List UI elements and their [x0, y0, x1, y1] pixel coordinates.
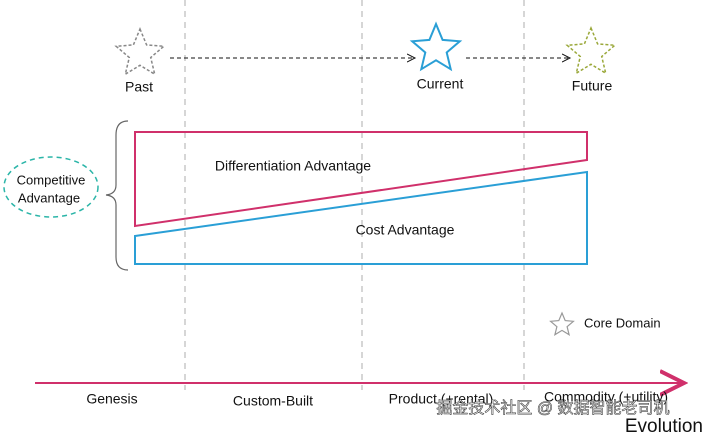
- phase-label: Product (+rental): [389, 391, 494, 407]
- star-future: [565, 26, 617, 75]
- callout-text: Competitive: [17, 172, 86, 187]
- area-label: Differentiation Advantage: [215, 158, 371, 174]
- callout-text: Advantage: [18, 190, 80, 205]
- phase-label: Genesis: [86, 391, 137, 407]
- star-current: [409, 21, 463, 72]
- axis-label: Evolution: [625, 416, 703, 435]
- watermark: 掘金技术社区 @ 数据智能老司机: [436, 399, 669, 417]
- differentiation-area: [134, 131, 588, 228]
- star-past: [114, 27, 166, 76]
- brace: [105, 120, 129, 271]
- legend-label: Core Domain: [584, 315, 661, 330]
- stage-label: Current: [417, 76, 464, 92]
- phase-label: Custom-Built: [233, 393, 313, 409]
- callout: [3, 156, 99, 218]
- phase-label: Commodity (+utility): [544, 389, 668, 405]
- star-legend: [549, 311, 575, 336]
- area-label: Cost Advantage: [356, 222, 455, 238]
- stage-label: Past: [125, 79, 153, 95]
- phase-dividers: [184, 0, 525, 390]
- cost-area: [134, 170, 588, 265]
- stage-label: Future: [572, 78, 613, 94]
